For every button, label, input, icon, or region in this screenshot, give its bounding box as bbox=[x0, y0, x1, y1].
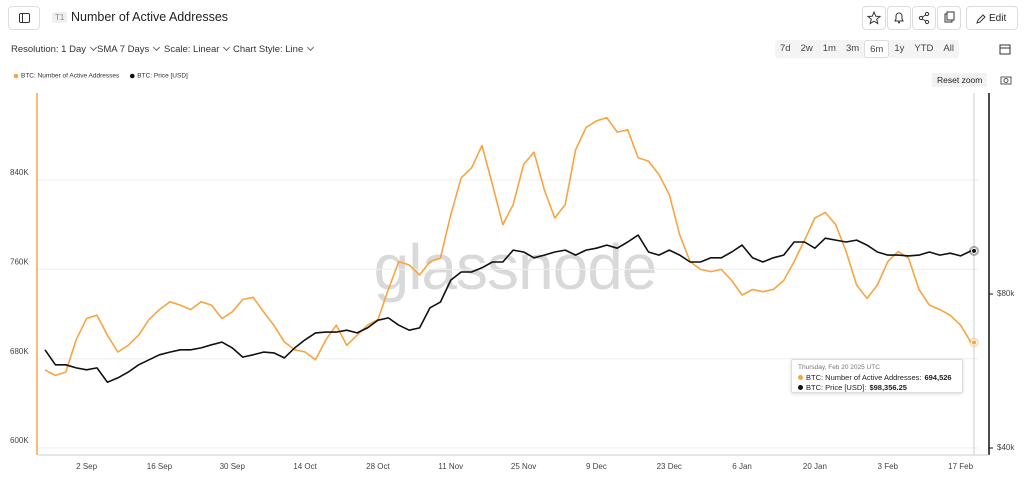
tooltip-date: Thursday, Feb 20 2025 UTC bbox=[798, 364, 880, 371]
tooltip-dot bbox=[798, 385, 803, 390]
range-button[interactable]: All bbox=[943, 43, 954, 54]
legend-swatch bbox=[13, 73, 19, 79]
alert-button[interactable] bbox=[887, 6, 911, 30]
range-button[interactable]: YTD bbox=[914, 43, 934, 54]
resolution-dropdown[interactable]: Resolution: 1 Day bbox=[11, 44, 96, 55]
x-tick-label: 3 Feb bbox=[878, 462, 899, 471]
x-tick-label: 2 Sep bbox=[76, 462, 97, 471]
range-button[interactable]: 2w bbox=[800, 43, 813, 54]
x-tick-label: 17 Feb bbox=[948, 462, 973, 471]
tooltip-dot bbox=[798, 375, 803, 380]
y2-tick-label: $80k bbox=[997, 289, 1015, 298]
edit-label: Edit bbox=[989, 13, 1007, 24]
tooltip-row: BTC: Number of Active Addresses: 694,526 bbox=[798, 373, 956, 383]
style-dropdown[interactable]: Chart Style: Line bbox=[233, 44, 313, 55]
sidebar-toggle[interactable] bbox=[8, 6, 40, 30]
copy-button[interactable] bbox=[937, 6, 961, 30]
range-button[interactable]: 3m bbox=[845, 43, 860, 54]
x-tick-label: 25 Nov bbox=[511, 462, 536, 471]
calendar-button[interactable] bbox=[998, 42, 1012, 61]
range-selector: 7d 2w 1m 3m 6m 1y YTD All bbox=[775, 40, 959, 58]
series-line bbox=[44, 234, 972, 383]
x-tick-label: 9 Dec bbox=[586, 462, 607, 471]
y2-tick-label: $40k bbox=[997, 443, 1015, 452]
y-tick-label: 840K bbox=[10, 168, 29, 177]
x-tick-label: 14 Oct bbox=[293, 462, 317, 471]
x-tick-label: 30 Sep bbox=[220, 462, 246, 471]
tooltip-value: $98,356.25 bbox=[869, 383, 907, 392]
range-button[interactable]: 6m bbox=[864, 40, 890, 58]
range-button[interactable]: 1y bbox=[894, 43, 905, 54]
series-line bbox=[44, 116, 972, 377]
y-tick-label: 680K bbox=[10, 347, 29, 356]
legend-label: BTC: Number of Active Addresses bbox=[21, 73, 120, 80]
tooltip-row: BTC: Price [USD]: $98,356.25 bbox=[798, 383, 956, 393]
page-title: Number of Active Addresses bbox=[71, 10, 229, 24]
hover-dot bbox=[971, 247, 977, 254]
reset-zoom[interactable]: Reset zoom bbox=[932, 73, 988, 87]
badge: T1 bbox=[52, 12, 68, 23]
legend-swatch bbox=[129, 73, 135, 79]
sma-dropdown[interactable]: SMA 7 Days bbox=[97, 44, 159, 55]
x-tick-label: 16 Sep bbox=[147, 462, 173, 471]
camera-button[interactable] bbox=[999, 73, 1013, 91]
star-button[interactable] bbox=[862, 6, 886, 30]
share-button[interactable] bbox=[912, 6, 936, 30]
tooltip-label: BTC: Number of Active Addresses: bbox=[806, 373, 922, 382]
edit-button[interactable]: Edit bbox=[966, 6, 1018, 30]
tooltip-label: BTC: Price [USD]: bbox=[806, 383, 867, 392]
y-tick-label: 760K bbox=[10, 257, 29, 266]
range-button[interactable]: 7d bbox=[780, 43, 791, 54]
hover-dot bbox=[971, 339, 977, 346]
tooltip: Thursday, Feb 20 2025 UTC BTC: Number of… bbox=[791, 359, 963, 393]
scale-dropdown[interactable]: Scale: Linear bbox=[164, 44, 229, 55]
x-tick-label: 11 Nov bbox=[438, 462, 463, 471]
y-tick-label: 600K bbox=[10, 436, 29, 445]
range-button[interactable]: 1m bbox=[822, 43, 836, 54]
x-tick-label: 20 Jan bbox=[803, 462, 827, 471]
x-tick-label: 28 Oct bbox=[366, 462, 390, 471]
legend-label: BTC: Price [USD] bbox=[137, 73, 188, 80]
watermark: glassnode bbox=[374, 231, 657, 303]
tooltip-value: 694,526 bbox=[924, 373, 952, 382]
x-tick-label: 6 Jan bbox=[732, 462, 752, 471]
x-tick-label: 23 Dec bbox=[657, 462, 682, 471]
